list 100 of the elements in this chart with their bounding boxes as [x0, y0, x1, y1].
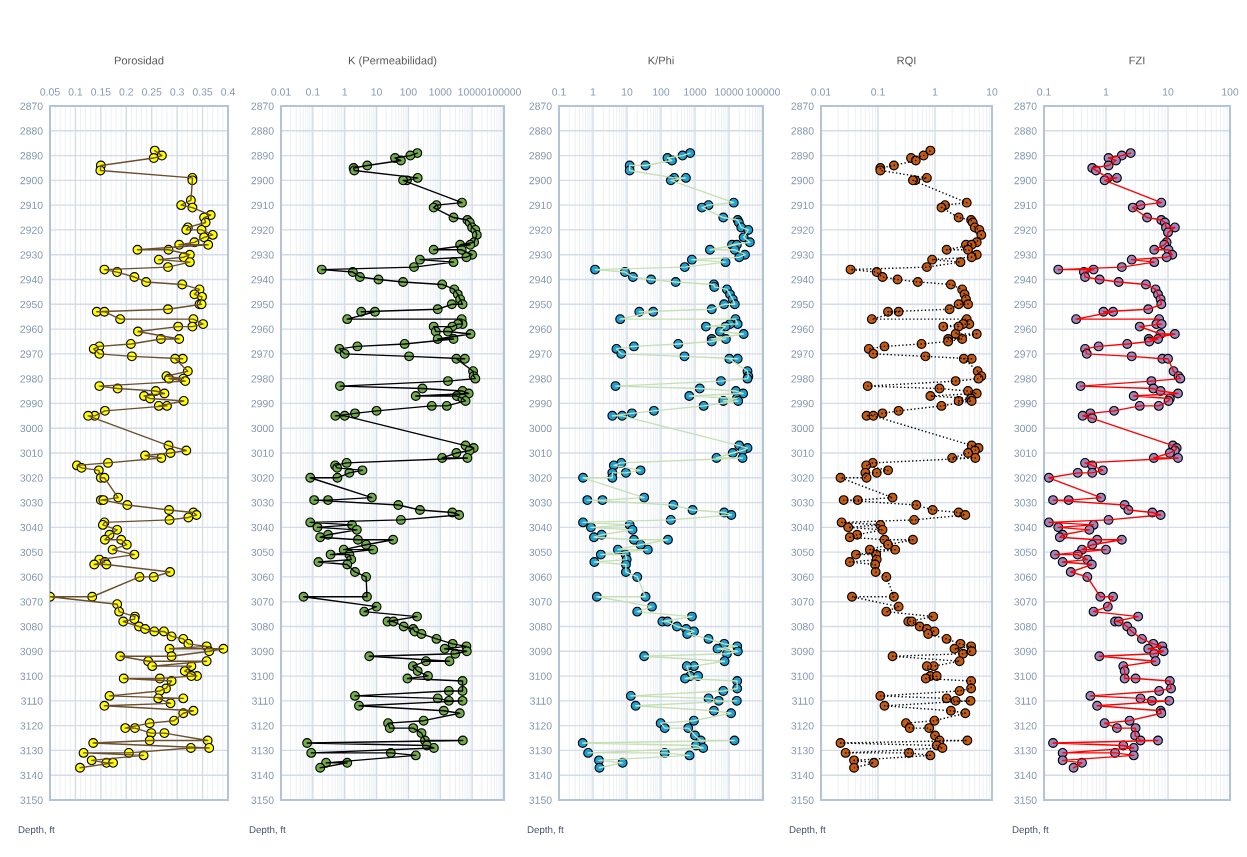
y-tick-label: 3110 — [1015, 697, 1037, 705]
y-tick-label: 2920 — [529, 226, 552, 234]
y-tick-label: 3080 — [529, 623, 552, 631]
y-axis-title: Depth, ft — [249, 825, 286, 835]
y-tick-label: 3010 — [251, 449, 274, 457]
y-tick-label: 3130 — [1014, 746, 1037, 755]
y-tick-label: 3050 — [251, 548, 274, 557]
y-tick-label: 3080 — [20, 623, 43, 631]
x-tick-label: 0.1 — [1037, 88, 1051, 96]
y-tick-label: 2910 — [251, 201, 274, 210]
y-tick-label: 2930 — [1014, 251, 1037, 259]
y-tick-label: 3070 — [1014, 598, 1037, 606]
x-tick-label: 100000 — [746, 88, 780, 96]
x-tick-label: 0.1 — [306, 88, 320, 96]
y-tick-label: 2990 — [20, 399, 43, 408]
y-tick-label: 3080 — [791, 623, 814, 631]
y-tick-label: 3150 — [529, 796, 552, 804]
y-tick-label: 2900 — [20, 176, 43, 185]
x-tick-label: 10000 — [715, 88, 744, 96]
y-tick-label: 3010 — [20, 449, 43, 457]
y-tick-label: 3140 — [529, 771, 552, 780]
y-tick-label: 2870 — [791, 102, 814, 110]
y-axis-title: Depth, ft — [18, 825, 55, 835]
y-tick-label: 2870 — [1014, 102, 1037, 110]
y-tick-label: 3140 — [1014, 771, 1037, 780]
y-tick-label: 2990 — [791, 399, 814, 408]
y-tick-label: 2940 — [791, 276, 814, 284]
x-tick-label: 0.01 — [811, 88, 831, 96]
y-tick-label: 2960 — [251, 325, 274, 333]
y-tick-label: 2910 — [791, 201, 814, 210]
y-tick-label: 2890 — [20, 152, 43, 160]
x-tick-label: 0.2 — [119, 88, 133, 96]
y-tick-label: 2900 — [791, 176, 814, 185]
y-tick-label: 2940 — [251, 276, 274, 284]
y-tick-label: 3130 — [529, 746, 552, 755]
y-tick-label: 3040 — [791, 523, 814, 532]
y-tick-label: 2960 — [791, 325, 814, 333]
y-tick-label: 2970 — [1014, 350, 1037, 358]
x-tick-label: 0.3 — [170, 88, 184, 96]
y-tick-label: 3040 — [20, 523, 43, 532]
y-tick-label: 3150 — [1014, 796, 1037, 804]
y-tick-label: 2970 — [529, 350, 552, 358]
y-tick-label: 3000 — [791, 424, 814, 433]
y-tick-label: 2980 — [529, 375, 552, 383]
x-tick-label: 10 — [622, 88, 633, 96]
y-axis-title: Depth, ft — [789, 825, 826, 835]
y-tick-label: 2950 — [529, 300, 552, 309]
y-tick-label: 2930 — [251, 251, 274, 259]
y-tick-label: 2920 — [1014, 226, 1037, 234]
y-tick-label: 3080 — [251, 623, 274, 631]
y-tick-label: 2960 — [20, 325, 43, 333]
y-tick-label: 3120 — [1014, 722, 1037, 730]
y-tick-label: 3100 — [20, 672, 43, 680]
y-tick-label: 3140 — [791, 771, 814, 780]
y-tick-label: 3050 — [1014, 548, 1037, 557]
y-tick-label: 3150 — [791, 796, 814, 804]
y-axis-title: Depth, ft — [527, 825, 564, 835]
y-tick-label: 2990 — [1014, 399, 1037, 408]
y-tick-label: 3070 — [20, 598, 43, 606]
y-tick-label: 3100 — [1014, 672, 1037, 680]
y-tick-label: 2980 — [20, 375, 43, 383]
y-tick-label: 2880 — [791, 127, 814, 135]
y-tick-label: 2980 — [791, 375, 814, 383]
y-tick-label: 3100 — [251, 672, 274, 680]
y-tick-label: 3050 — [791, 548, 814, 557]
y-tick-label: 2940 — [529, 276, 552, 284]
y-tick-label: 3040 — [529, 523, 552, 532]
y-tick-label: 3000 — [251, 424, 274, 433]
y-tick-label: 2900 — [251, 176, 274, 185]
y-tick-label: 3120 — [529, 722, 552, 730]
y-tick-label: 3090 — [1014, 647, 1037, 656]
y-tick-label: 3080 — [1014, 623, 1037, 631]
y-tick-label: 2970 — [791, 350, 814, 358]
y-tick-label: 3070 — [529, 598, 552, 606]
x-tick-label: 100 — [400, 88, 417, 96]
x-tick-label: 10 — [987, 88, 998, 96]
y-tick-label: 3130 — [251, 746, 274, 755]
y-tick-label: 2910 — [1014, 201, 1037, 210]
y-tick-label: 2930 — [20, 251, 43, 259]
y-tick-label: 3010 — [529, 449, 552, 457]
x-tick-label: 0.05 — [40, 88, 60, 96]
y-tick-label: 2920 — [251, 226, 274, 234]
y-tick-label: 3000 — [529, 424, 552, 433]
y-tick-label: 3120 — [20, 722, 43, 730]
x-tick-label: 100 — [653, 88, 670, 96]
x-tick-label: 1000 — [429, 88, 452, 96]
y-tick-label: 3140 — [251, 771, 274, 780]
y-tick-label: 3050 — [20, 548, 43, 557]
x-tick-label: 10000 — [458, 88, 487, 96]
y-tick-label: 2890 — [791, 152, 814, 160]
y-tick-label: 3060 — [529, 573, 552, 581]
y-tick-label: 2900 — [529, 176, 552, 185]
y-tick-label: 2950 — [1014, 300, 1037, 309]
y-tick-label: 2960 — [1014, 325, 1037, 333]
y-tick-label: 3010 — [1014, 449, 1037, 457]
x-tick-label: 0.25 — [141, 88, 162, 96]
chart-title: FZI — [1129, 56, 1145, 65]
y-tick-label: 3030 — [791, 499, 814, 507]
y-tick-label: 2870 — [529, 102, 552, 110]
y-tick-label: 2880 — [251, 127, 274, 135]
